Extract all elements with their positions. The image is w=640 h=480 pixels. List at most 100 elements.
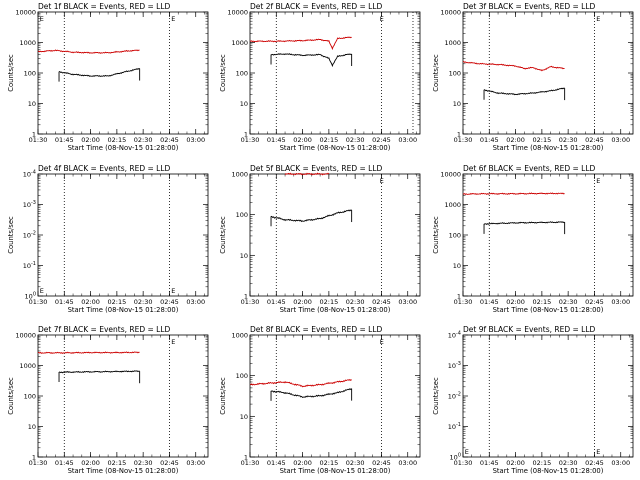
x-tick-label: 02:00: [81, 298, 100, 306]
x-tick-label: 01:45: [55, 459, 74, 467]
series-red: [249, 36, 352, 51]
x-tick-label: 02:30: [134, 136, 153, 144]
y-tick-label: 1: [244, 454, 248, 462]
x-tick-label: 02:45: [372, 136, 391, 144]
x-tick-label: 03:00: [398, 459, 417, 467]
y-axis-label: Counts/sec: [219, 216, 227, 254]
event-marker-e: E: [380, 177, 384, 185]
y-tick-label: 10000: [227, 9, 248, 17]
x-tick-label: 01:30: [241, 298, 260, 306]
series-black: [270, 388, 352, 399]
x-tick-label: 02:15: [107, 298, 126, 306]
x-tick-label: 02:45: [585, 298, 604, 306]
x-tick-label: 01:45: [55, 298, 74, 306]
x-tick-label: 02:45: [372, 459, 391, 467]
series-black: [270, 53, 352, 68]
x-tick-label: 02:15: [319, 136, 338, 144]
x-tick-label: 02:00: [506, 298, 525, 306]
y-tick-label: 1000: [19, 39, 36, 47]
x-tick-label: 02:00: [81, 136, 100, 144]
x-tick-label: 02:00: [506, 459, 525, 467]
panel-title: Det 4f BLACK = Events, RED = LLD: [38, 164, 171, 173]
y-tick-label: 10000: [15, 332, 36, 340]
x-tick-label: 03:00: [611, 459, 630, 467]
y-tick-label: 1000: [231, 332, 248, 340]
plot-frame: [37, 173, 209, 297]
x-tick-label: 03:00: [398, 298, 417, 306]
y-tick-label: 10: [240, 100, 248, 108]
y-tick-label: 1: [457, 293, 461, 301]
x-tick-label: 01:45: [480, 136, 499, 144]
x-tick-label: 01:45: [55, 136, 74, 144]
y-tick-label: 100: [236, 211, 248, 219]
x-tick-label: 03:00: [398, 136, 417, 144]
y-tick-label: 10: [28, 423, 36, 431]
y-tick-label: 10: [453, 262, 461, 270]
y-tick-label: 100: [450, 453, 461, 462]
y-tick-label: 1: [32, 454, 36, 462]
x-tick-label: 01:30: [241, 136, 260, 144]
y-tick-label: 100: [449, 70, 461, 78]
y-tick-label: 10-4: [448, 331, 461, 340]
x-tick-label: 02:30: [134, 298, 153, 306]
panel-det-4: Det 4f BLACK = Events, RED = LLD 100 10-1 1…: [7, 164, 209, 314]
x-tick-label: 02:15: [532, 298, 551, 306]
event-marker-e: E: [40, 287, 44, 295]
x-tick-label: 02:00: [506, 136, 525, 144]
panel-title: Det 2f BLACK = Events, RED = LLD: [250, 2, 383, 11]
y-tick-label: 10: [28, 100, 36, 108]
event-marker-e: E: [171, 15, 175, 23]
y-tick-label: 100: [236, 372, 248, 380]
x-tick-label: 03:00: [611, 136, 630, 144]
panel-det-3: Det 3f BLACK = Events, RED = LLD 1 10 100 10…: [432, 2, 634, 152]
x-tick-label: 01:30: [29, 298, 48, 306]
y-tick-label: 1: [457, 131, 461, 139]
plot-frame: [462, 334, 634, 458]
x-tick-label: 02:30: [346, 298, 365, 306]
x-tick-label: 01:30: [454, 459, 473, 467]
y-axis-label: Counts/sec: [432, 54, 440, 92]
y-tick-label: 100: [24, 393, 36, 401]
plot-frame: [249, 173, 421, 297]
y-axis-label: Counts/sec: [7, 216, 15, 254]
series-black: [59, 370, 140, 374]
x-tick-label: 01:30: [29, 136, 48, 144]
y-tick-label: 10000: [440, 9, 461, 17]
event-marker-e: E: [465, 448, 469, 456]
y-tick-label: 1000: [231, 39, 248, 47]
panel-title: Det 6f BLACK = Events, RED = LLD: [463, 164, 596, 173]
y-tick-label: 1000: [231, 171, 248, 179]
x-axis-label: Start Time (08-Nov-15 01:28:00): [493, 144, 604, 152]
panel-title: Det 1f BLACK = Events, RED = LLD: [38, 2, 171, 11]
x-tick-label: 01:45: [267, 136, 286, 144]
y-tick-label: 10: [453, 100, 461, 108]
panel-det-1: Det 1f BLACK = Events, RED = LLD 1 10 100 10…: [7, 2, 209, 152]
y-tick-label: 100: [236, 70, 248, 78]
x-tick-label: 01:45: [267, 459, 286, 467]
series-red: [249, 378, 352, 388]
series-red: [284, 172, 330, 176]
x-tick-label: 02:30: [559, 298, 578, 306]
series-black: [270, 209, 352, 223]
event-marker-e: E: [380, 15, 384, 23]
x-axis-label: Start Time (08-Nov-15 01:28:00): [68, 467, 179, 475]
y-axis-label: Counts/sec: [7, 377, 15, 415]
y-axis-label: Counts/sec: [432, 216, 440, 254]
y-tick-label: 1: [244, 131, 248, 139]
y-tick-label: 10-1: [23, 261, 36, 270]
x-tick-label: 02:00: [81, 459, 100, 467]
panel-title: Det 5f BLACK = Events, RED = LLD: [250, 164, 383, 173]
x-axis-label: Start Time (08-Nov-15 01:28:00): [493, 467, 604, 475]
y-axis-label: Counts/sec: [219, 54, 227, 92]
panel-det-6: Det 6f BLACK = Events, RED = LLD 1 10 100 10…: [432, 164, 634, 314]
x-tick-label: 02:45: [160, 459, 179, 467]
x-axis-label: Start Time (08-Nov-15 01:28:00): [280, 144, 391, 152]
y-tick-label: 10-3: [23, 200, 36, 209]
x-axis-label: Start Time (08-Nov-15 01:28:00): [280, 306, 391, 314]
x-tick-label: 02:30: [559, 136, 578, 144]
event-marker-e: E: [171, 338, 175, 346]
x-tick-label: 02:45: [160, 136, 179, 144]
series-red: [37, 49, 140, 54]
x-tick-label: 03:00: [186, 298, 205, 306]
